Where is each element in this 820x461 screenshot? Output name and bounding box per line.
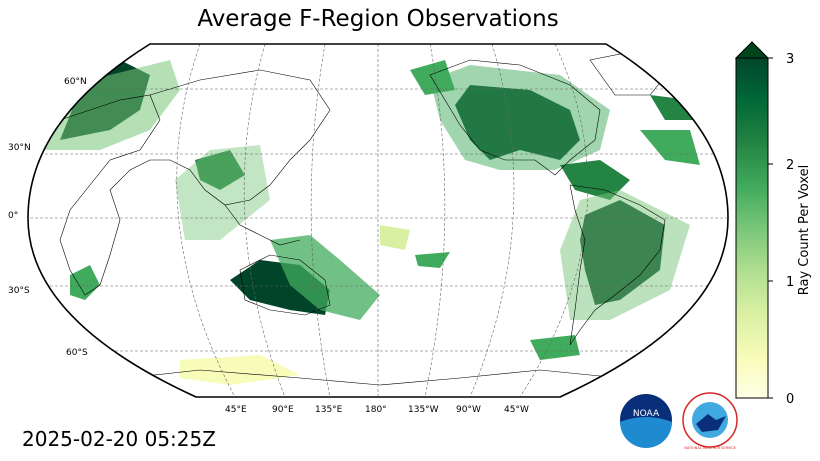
- data-patch-south-america-fringe: [560, 190, 690, 320]
- timestamp: 2025-02-20 05:25Z: [22, 427, 216, 451]
- colorbar-bar: [735, 57, 769, 399]
- data-patch-europe-fringe: [40, 60, 180, 150]
- lon-label-45w: 45°W: [504, 405, 529, 415]
- data-patch-central-america: [560, 160, 630, 200]
- lon-label-180: 180°: [365, 405, 387, 415]
- lat-label-30s: 30°S: [8, 286, 30, 296]
- nws-logo: NATIONAL WEATHER SERVICE: [682, 392, 738, 450]
- graticule: [28, 44, 728, 397]
- noaa-logo-text: NOAA: [633, 409, 660, 419]
- colorbar-extend-arrow: [734, 41, 770, 59]
- agency-logos: NOAA NATIONAL WEATHER SERVICE: [620, 392, 738, 450]
- lat-label-60n: 60°N: [64, 77, 87, 87]
- lat-label-60s: 60°S: [66, 348, 88, 358]
- colorbar: 0 1 2 3 Ray Count Per Voxel: [734, 41, 812, 407]
- data-patch-indian-ocean: [270, 235, 380, 320]
- meridian-135w: [424, 44, 446, 397]
- coast-antarctica: [109, 369, 621, 386]
- data-patch-north-pacific: [410, 60, 455, 95]
- globe-outline: [27, 43, 729, 398]
- lon-label-90e: 90°E: [272, 405, 294, 415]
- map-title: Average F-Region Observations: [197, 6, 559, 32]
- lon-label-135w: 135°W: [408, 405, 439, 415]
- data-patch-southern-ocean: [180, 355, 300, 385]
- meridian-45w: [519, 44, 589, 397]
- meridian-45e: [176, 44, 236, 397]
- lat-label-30n: 30°N: [8, 143, 31, 153]
- data-patch-atlantic: [640, 130, 700, 165]
- colorbar-tick-1: 1: [786, 275, 794, 290]
- nws-logo-text: NATIONAL WEATHER SERVICE: [684, 446, 736, 450]
- data-patch-asia: [195, 150, 245, 190]
- colorbar-label: Ray Count Per Voxel: [797, 165, 812, 295]
- data-patch-africa-south: [70, 265, 100, 300]
- coast-southeast-asia: [224, 204, 301, 246]
- coast-europe-africa: [39, 94, 161, 296]
- colorbar-tick-2: 2: [786, 158, 794, 173]
- noaa-logo: NOAA: [620, 394, 672, 448]
- colorbar-tick-0: 0: [786, 392, 794, 407]
- data-patch-pacific: [380, 225, 410, 250]
- data-patch-pacific-2: [415, 252, 450, 268]
- data-patch-southern-ocean-2: [530, 335, 580, 360]
- meridian-90e: [243, 44, 286, 397]
- coast-asia: [149, 69, 331, 206]
- colorbar-tick-3: 3: [786, 52, 794, 67]
- lon-label-90w: 90°W: [456, 405, 481, 415]
- data-patch-asia-fringe: [175, 145, 270, 240]
- lon-label-45e: 45°E: [225, 405, 247, 415]
- coast-north-america: [429, 59, 601, 176]
- meridian-135e: [310, 44, 331, 397]
- coast-australia: [239, 254, 331, 316]
- lon-label-135e: 135°E: [315, 405, 343, 415]
- ray-count-overlay: [40, 60, 700, 385]
- lat-label-0: 0°: [8, 211, 18, 221]
- meridian-90w: [469, 44, 515, 397]
- coast-south-america: [569, 184, 666, 346]
